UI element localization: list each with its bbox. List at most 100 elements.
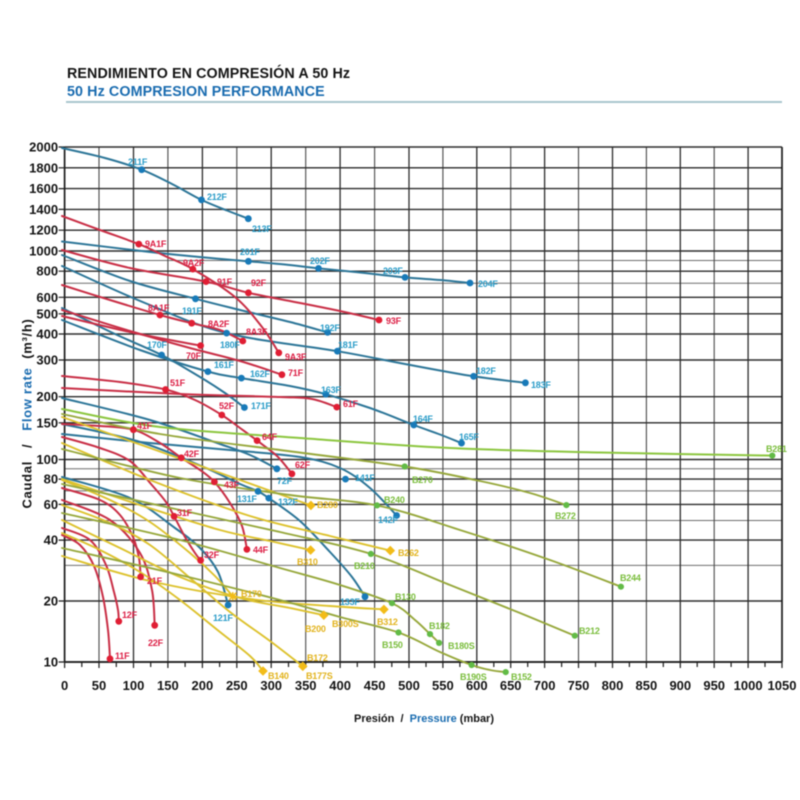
svg-text:70F: 70F (186, 351, 202, 361)
svg-text:200: 200 (192, 678, 214, 693)
svg-text:B150: B150 (382, 640, 403, 650)
svg-text:B312: B312 (377, 617, 398, 627)
svg-text:171F: 171F (251, 401, 271, 411)
svg-text:92F: 92F (251, 278, 267, 288)
svg-text:B130: B130 (395, 592, 416, 602)
svg-text:650: 650 (500, 678, 522, 693)
svg-text:131F: 131F (237, 494, 257, 504)
svg-text:750: 750 (568, 678, 590, 693)
svg-text:1800: 1800 (29, 160, 58, 175)
svg-text:163F: 163F (321, 385, 341, 395)
svg-text:43F: 43F (224, 480, 240, 490)
svg-text:B280: B280 (317, 500, 338, 510)
svg-text:41F: 41F (137, 421, 153, 431)
svg-text:300: 300 (36, 353, 58, 368)
svg-text:8A3F: 8A3F (246, 327, 268, 337)
svg-text:72F: 72F (277, 476, 293, 486)
svg-text:191F: 191F (182, 306, 202, 316)
svg-text:11F: 11F (115, 651, 130, 661)
svg-text:62F: 62F (295, 460, 311, 470)
svg-text:B300S: B300S (332, 619, 359, 629)
svg-text:9A1F: 9A1F (145, 239, 167, 249)
svg-text:B177S: B177S (306, 671, 333, 681)
svg-text:550: 550 (432, 678, 454, 693)
svg-text:200: 200 (36, 389, 58, 404)
svg-text:B182: B182 (429, 621, 450, 631)
svg-text:8A1F: 8A1F (148, 303, 170, 313)
svg-text:9A2F: 9A2F (183, 258, 205, 268)
svg-text:60: 60 (44, 497, 58, 512)
svg-text:600: 600 (36, 290, 58, 305)
svg-text:50: 50 (92, 678, 106, 693)
svg-text:B200: B200 (305, 624, 326, 634)
svg-text:800: 800 (602, 678, 624, 693)
svg-text:133F: 133F (340, 597, 360, 607)
svg-text:44F: 44F (253, 545, 269, 555)
svg-text:212F: 212F (207, 192, 227, 202)
svg-text:950: 950 (703, 678, 725, 693)
svg-text:9A3F: 9A3F (285, 352, 307, 362)
svg-text:165F: 165F (459, 432, 479, 442)
svg-text:450: 450 (364, 678, 386, 693)
svg-text:141F: 141F (355, 473, 375, 483)
svg-text:32F: 32F (204, 550, 220, 560)
svg-text:202F: 202F (310, 256, 330, 266)
svg-text:B190S: B190S (460, 672, 487, 682)
svg-text:0: 0 (61, 678, 68, 693)
svg-text:1600: 1600 (29, 181, 58, 196)
svg-text:12F: 12F (122, 610, 138, 620)
svg-text:B310: B310 (297, 557, 318, 567)
svg-text:204F: 204F (478, 279, 498, 289)
svg-text:600: 600 (466, 678, 488, 693)
svg-text:192F: 192F (320, 323, 340, 333)
svg-text:250: 250 (226, 678, 248, 693)
svg-text:80: 80 (44, 472, 58, 487)
svg-text:B240: B240 (384, 495, 405, 505)
svg-text:10: 10 (44, 655, 58, 670)
svg-text:100: 100 (123, 678, 145, 693)
svg-text:B152: B152 (511, 672, 532, 682)
svg-text:700: 700 (534, 678, 556, 693)
svg-text:203F: 203F (383, 266, 403, 276)
svg-text:164F: 164F (413, 414, 433, 424)
svg-text:211F: 211F (128, 157, 148, 167)
svg-text:500: 500 (398, 678, 420, 693)
svg-text:170F: 170F (147, 340, 167, 350)
svg-text:B244: B244 (620, 573, 641, 583)
svg-text:2000: 2000 (29, 140, 58, 155)
svg-text:181F: 181F (338, 340, 358, 350)
svg-text:161F: 161F (214, 360, 234, 370)
svg-text:900: 900 (669, 678, 691, 693)
svg-text:B180S: B180S (448, 641, 475, 651)
svg-text:B140: B140 (268, 671, 289, 681)
svg-text:1000: 1000 (734, 678, 763, 693)
svg-text:1000: 1000 (29, 244, 58, 259)
svg-text:71F: 71F (288, 368, 304, 378)
svg-text:42F: 42F (184, 449, 200, 459)
svg-text:B212: B212 (579, 626, 600, 636)
svg-text:51F: 51F (170, 378, 186, 388)
svg-text:61F: 61F (343, 399, 359, 409)
svg-text:162F: 162F (250, 369, 270, 379)
svg-text:64F: 64F (262, 432, 278, 442)
svg-text:91F: 91F (217, 277, 233, 287)
svg-text:150: 150 (157, 678, 179, 693)
svg-text:500: 500 (36, 306, 58, 321)
svg-text:1200: 1200 (29, 223, 58, 238)
svg-text:1050: 1050 (768, 678, 797, 693)
svg-text:183F: 183F (531, 380, 551, 390)
svg-text:400: 400 (36, 327, 58, 342)
svg-text:182F: 182F (476, 366, 496, 376)
svg-text:B270: B270 (412, 475, 433, 485)
svg-text:20: 20 (44, 594, 58, 609)
svg-text:B172: B172 (307, 653, 328, 663)
svg-text:350: 350 (295, 678, 317, 693)
svg-text:213F: 213F (252, 224, 272, 234)
svg-text:150: 150 (36, 415, 58, 430)
svg-text:40: 40 (44, 533, 58, 548)
svg-text:132F: 132F (278, 497, 298, 507)
svg-text:B272: B272 (555, 511, 576, 521)
svg-text:31F: 31F (177, 508, 193, 518)
svg-text:B170: B170 (241, 589, 262, 599)
svg-text:850: 850 (636, 678, 658, 693)
